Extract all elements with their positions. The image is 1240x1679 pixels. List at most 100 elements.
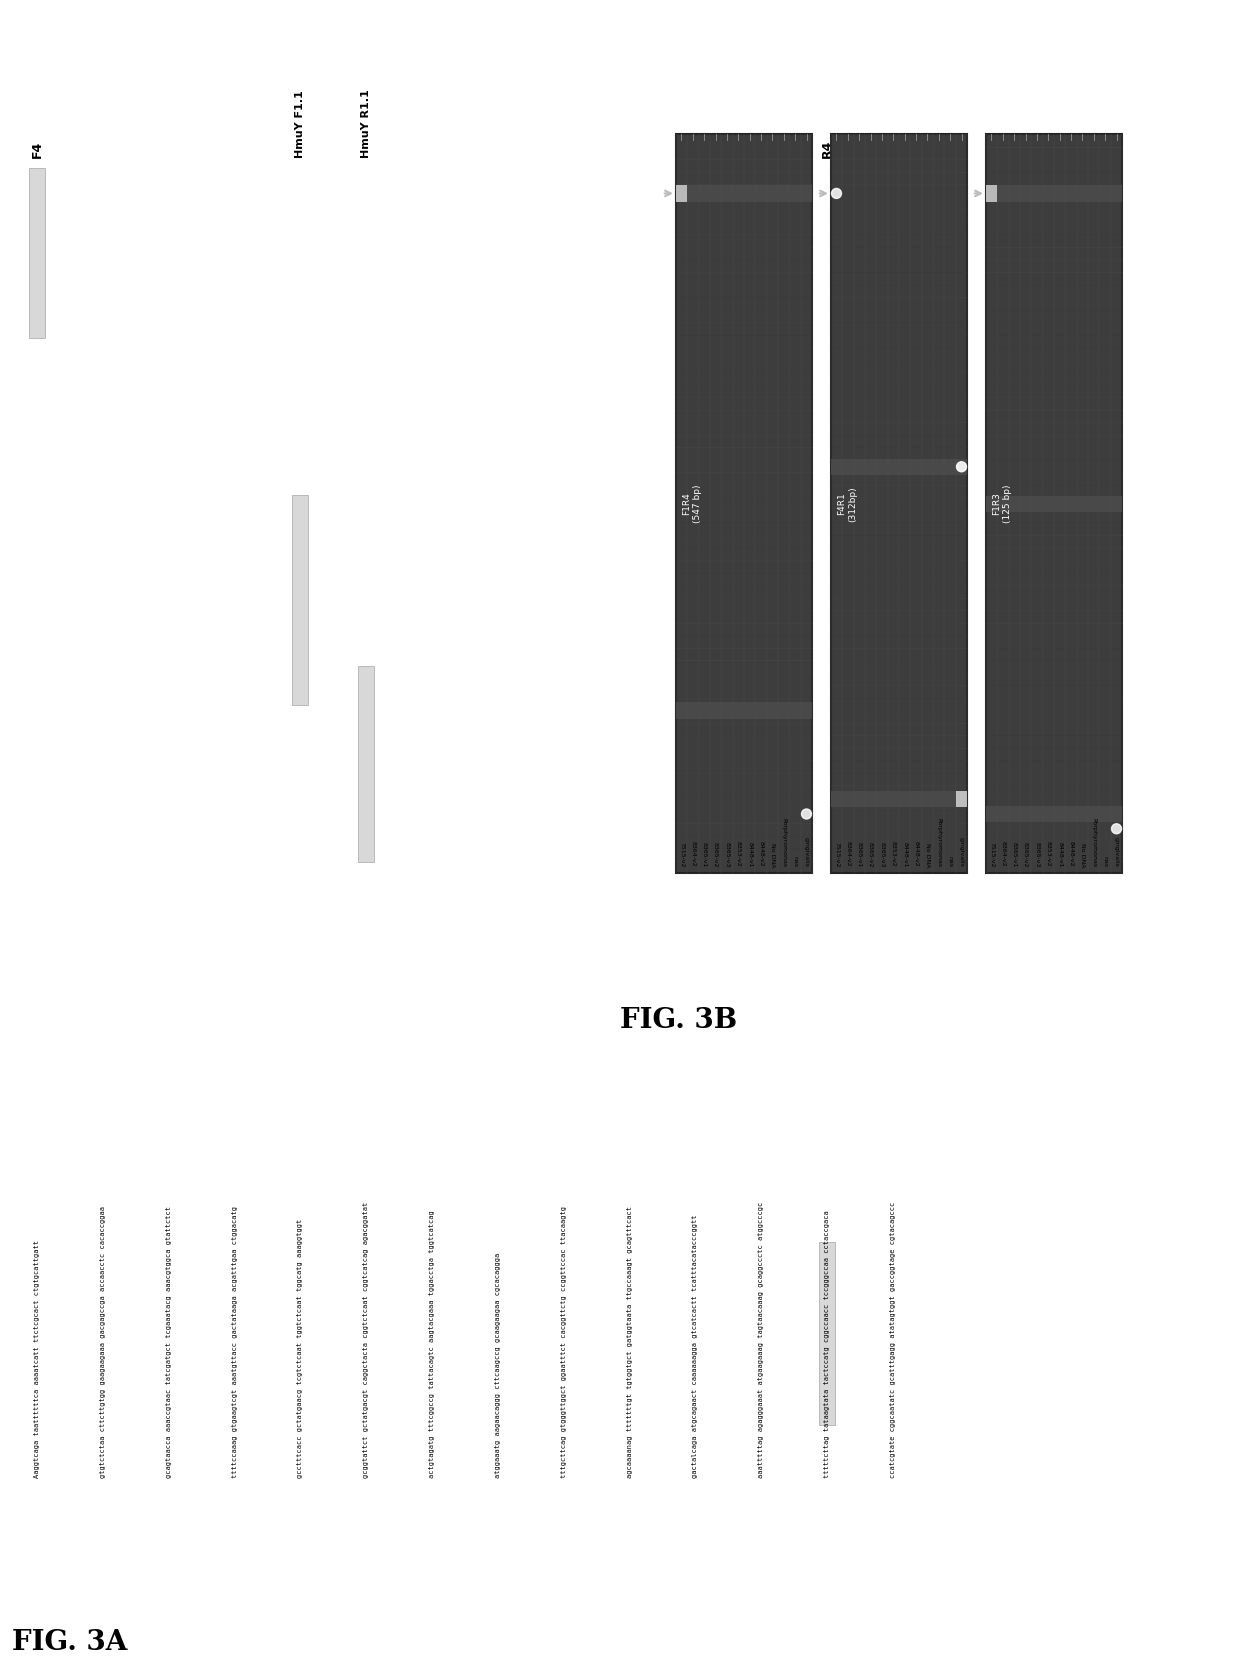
Bar xyxy=(934,458,945,475)
Text: 8353-v2: 8353-v2 xyxy=(1045,841,1050,866)
Bar xyxy=(779,702,790,719)
Bar xyxy=(755,185,766,201)
Bar xyxy=(899,458,910,475)
Text: FIG. 3A: FIG. 3A xyxy=(12,1629,128,1655)
Text: atggaaatg aagaacaggg cttcaagccg gcaagaagaa cgcacaggga: atggaaatg aagaacaggg cttcaagccg gcaagaag… xyxy=(495,1253,501,1478)
Text: actgtagatg tttcggccg tattacagtc aagtacgaaa tggacctga tggtcatcag: actgtagatg tttcggccg tattacagtc aagtacga… xyxy=(429,1211,435,1478)
Bar xyxy=(1065,495,1076,512)
Bar xyxy=(853,791,866,808)
Bar xyxy=(30,168,45,337)
Bar xyxy=(921,791,934,808)
Text: No DNA: No DNA xyxy=(1080,843,1085,866)
Text: 8448-v1: 8448-v1 xyxy=(1058,841,1063,866)
Text: gingivalis: gingivalis xyxy=(804,838,808,866)
Bar xyxy=(842,458,853,475)
Bar xyxy=(1043,495,1054,512)
Bar xyxy=(1054,806,1065,823)
Text: 8448-v2: 8448-v2 xyxy=(1069,841,1074,866)
Bar xyxy=(1008,806,1021,823)
Bar xyxy=(698,185,711,201)
Text: 8365-v2: 8365-v2 xyxy=(868,841,873,866)
Text: F1R3
(125 bp): F1R3 (125 bp) xyxy=(992,485,1012,522)
Bar xyxy=(687,702,698,719)
Bar xyxy=(888,458,899,475)
Bar xyxy=(842,791,853,808)
Bar xyxy=(293,495,309,705)
Text: FIG. 3B: FIG. 3B xyxy=(620,1007,737,1034)
Text: 7515-v2: 7515-v2 xyxy=(680,841,684,866)
Bar xyxy=(956,791,967,808)
Text: 8365-v1: 8365-v1 xyxy=(702,841,707,866)
Bar xyxy=(921,458,934,475)
Text: nas: nas xyxy=(947,856,952,866)
Bar xyxy=(1008,185,1021,201)
Text: nas: nas xyxy=(1102,856,1107,866)
Bar xyxy=(831,458,842,475)
Bar xyxy=(711,185,722,201)
Bar xyxy=(1065,806,1076,823)
Text: 8365-v1: 8365-v1 xyxy=(857,841,862,866)
Bar xyxy=(1100,185,1111,201)
Text: ttttccaaag gtgaagtcgt aaatgttacc gactataaga acgatttgaa ctggacatg: ttttccaaag gtgaagtcgt aaatgttacc gactata… xyxy=(232,1206,238,1478)
Bar xyxy=(1089,806,1100,823)
Text: tttgcttcag gtgggttggct ggaatttct cacggttctg ccggttccac ttacaagtg: tttgcttcag gtgggttggct ggaatttct cacggtt… xyxy=(560,1206,567,1478)
Bar xyxy=(1054,185,1065,201)
Bar xyxy=(1032,495,1043,512)
Text: tttttcttag tataagtata tactccatg cggccaacc tccgggccaa cctaccgaca: tttttcttag tataagtata tactccatg cggccaac… xyxy=(825,1211,830,1478)
Text: 8364-v2: 8364-v2 xyxy=(691,841,696,866)
Bar xyxy=(1076,185,1089,201)
Text: 8364-v2: 8364-v2 xyxy=(846,841,851,866)
Text: 8365-v1: 8365-v1 xyxy=(1012,841,1017,866)
Text: 8365-v3: 8365-v3 xyxy=(724,841,729,866)
Bar xyxy=(945,791,956,808)
Bar xyxy=(801,702,812,719)
Text: Porphyromonas: Porphyromonas xyxy=(1091,818,1096,866)
Text: gcctttcacc gctatgaacg tcgtctcaat tggtctcaat tggcatg aaaggtggt: gcctttcacc gctatgaacg tcgtctcaat tggtctc… xyxy=(298,1219,304,1478)
Text: Porphyromonas: Porphyromonas xyxy=(936,818,941,866)
Text: gtgtctctaa cttcttgtgg gaagaagaaa gacgagccga accaacctc cacaccggaa: gtgtctctaa cttcttgtgg gaagaagaaa gacgagc… xyxy=(100,1206,105,1478)
Bar xyxy=(1021,495,1032,512)
Text: No DNA: No DNA xyxy=(770,843,775,866)
Bar xyxy=(997,495,1008,512)
Text: ccatcgtate cggcaatatc gcatttgagg atatagtggt gaccggtage cgtacagccc: ccatcgtate cggcaatatc gcatttgagg atatagt… xyxy=(890,1200,895,1478)
Bar xyxy=(853,458,866,475)
Bar xyxy=(766,185,779,201)
Bar xyxy=(1089,185,1100,201)
Bar xyxy=(1021,185,1032,201)
Bar xyxy=(687,185,698,201)
Bar xyxy=(934,791,945,808)
Bar xyxy=(986,806,997,823)
Text: F4R1
(312bp): F4R1 (312bp) xyxy=(837,485,857,522)
Bar xyxy=(733,185,744,201)
Bar xyxy=(676,185,687,201)
Text: 8364-v2: 8364-v2 xyxy=(1001,841,1006,866)
Bar xyxy=(1043,806,1054,823)
Bar xyxy=(1076,495,1089,512)
Text: 7515-v2: 7515-v2 xyxy=(835,841,839,866)
Text: 8448-v2: 8448-v2 xyxy=(759,841,764,866)
Text: Aaggtcaga taattttttca aaaatcatt ttctcgcact ctgtgcattgatt: Aaggtcaga taattttttca aaaatcatt ttctcgca… xyxy=(35,1239,40,1478)
Bar xyxy=(790,185,801,201)
Text: 8448-v2: 8448-v2 xyxy=(914,841,919,866)
Circle shape xyxy=(956,462,966,472)
Bar xyxy=(1111,806,1122,823)
Text: 8365-v3: 8365-v3 xyxy=(1034,841,1039,866)
Bar xyxy=(1032,185,1043,201)
Text: gcagtaacca aaaccgtaac tatcgatgct tcgaaatacg aaacgtggca gtattctct: gcagtaacca aaaccgtaac tatcgatgct tcgaaat… xyxy=(166,1206,172,1478)
Text: agcaaaanag tttttttgt tgtggtgct gatggtaata ttgccaaagt gcagtttcact: agcaaaanag tttttttgt tgtggtgct gatggtaat… xyxy=(626,1206,632,1478)
Bar xyxy=(698,702,711,719)
Text: 7515-v2: 7515-v2 xyxy=(990,841,994,866)
Text: HmuY R1.1: HmuY R1.1 xyxy=(361,89,371,158)
Bar xyxy=(766,702,779,719)
Text: F1R4
(547 bp): F1R4 (547 bp) xyxy=(682,485,702,522)
Text: aaatttttag agagggaaat atgaagaaag tagtaacaaag gcaggccctc atggcccgc: aaatttttag agagggaaat atgaagaaag tagtaac… xyxy=(758,1200,764,1478)
Bar xyxy=(1111,185,1122,201)
Bar xyxy=(986,495,997,512)
Text: 8365-v3: 8365-v3 xyxy=(879,841,884,866)
Bar xyxy=(744,185,755,201)
Bar xyxy=(1111,495,1122,512)
Bar xyxy=(1100,495,1111,512)
Bar xyxy=(888,791,899,808)
Bar xyxy=(676,134,812,873)
Bar xyxy=(997,185,1008,201)
